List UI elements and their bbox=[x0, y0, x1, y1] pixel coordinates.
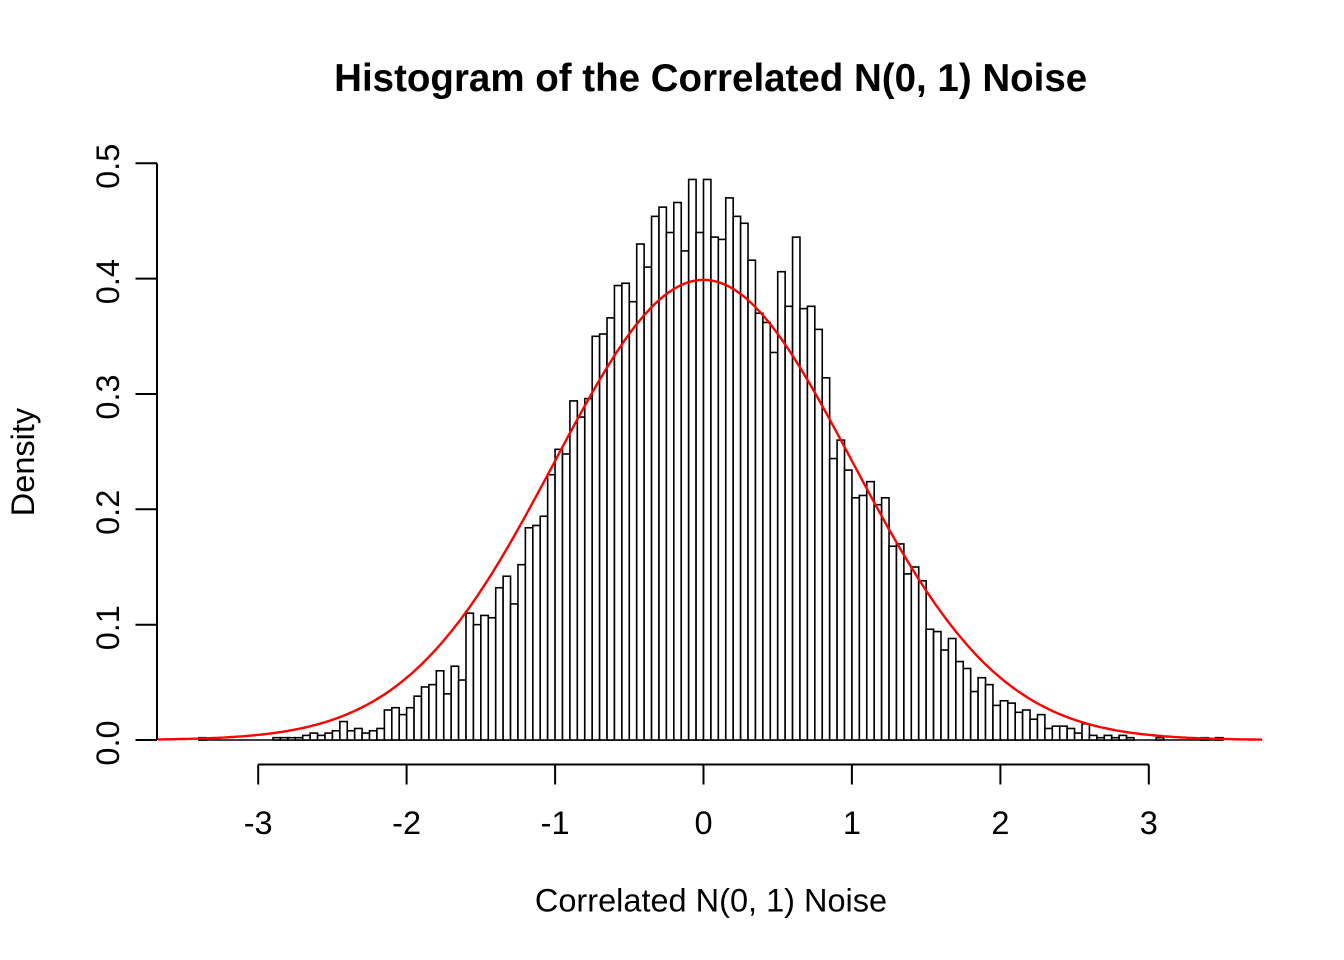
svg-text:0.2: 0.2 bbox=[90, 490, 126, 535]
svg-text:1: 1 bbox=[843, 805, 861, 841]
svg-text:3: 3 bbox=[1140, 805, 1158, 841]
svg-text:0.0: 0.0 bbox=[90, 720, 126, 765]
svg-text:2: 2 bbox=[991, 805, 1009, 841]
svg-text:Histogram of the Correlated N(: Histogram of the Correlated N(0, 1) Nois… bbox=[334, 57, 1087, 100]
svg-text:Density: Density bbox=[5, 407, 41, 516]
svg-text:-3: -3 bbox=[244, 805, 273, 841]
svg-text:0.3: 0.3 bbox=[90, 374, 126, 419]
svg-text:0: 0 bbox=[694, 805, 712, 841]
svg-text:0.4: 0.4 bbox=[90, 259, 126, 304]
svg-text:-1: -1 bbox=[541, 805, 570, 841]
svg-text:Correlated N(0, 1) Noise: Correlated N(0, 1) Noise bbox=[535, 883, 887, 919]
svg-text:-2: -2 bbox=[392, 805, 421, 841]
svg-text:0.5: 0.5 bbox=[90, 144, 126, 189]
svg-text:0.1: 0.1 bbox=[90, 605, 126, 650]
